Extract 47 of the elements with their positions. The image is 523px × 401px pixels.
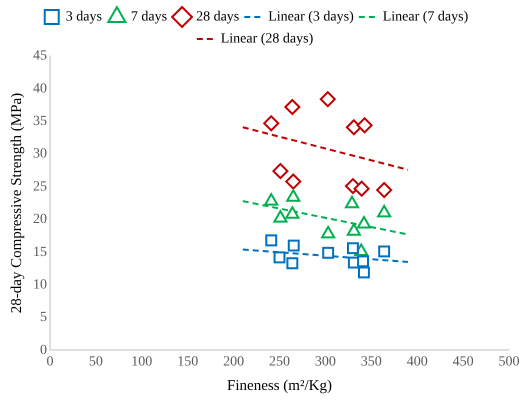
x-tick-label: 50: [88, 354, 103, 370]
point: [288, 240, 300, 252]
y-tick-label: 40: [33, 81, 47, 96]
x-tick-label: 350: [360, 354, 382, 370]
point: [378, 246, 390, 258]
y-tick-label: 25: [33, 179, 47, 194]
point: [346, 119, 362, 136]
y-tick-label: 5: [40, 310, 47, 326]
point: [346, 242, 359, 254]
x-tick-label: 250: [269, 354, 290, 370]
x-tick-label: 400: [406, 354, 428, 370]
point: [263, 115, 280, 132]
x-tick-label: 450: [452, 354, 474, 370]
point: [356, 216, 372, 229]
point: [320, 91, 336, 108]
point: [286, 257, 298, 270]
y-tick-label: 30: [33, 146, 47, 162]
legend-label: Linear (28 days): [220, 32, 314, 47]
y-tick-label: 0: [40, 342, 47, 358]
point: [356, 117, 373, 134]
point: [357, 255, 369, 268]
x-tick-label: 200: [223, 354, 244, 370]
x-tick-label: 100: [131, 354, 152, 370]
point: [354, 180, 370, 197]
x-tick-label: 150: [177, 354, 198, 370]
point: [272, 163, 288, 180]
x-tick-label: 500: [498, 354, 520, 370]
point: [322, 246, 334, 259]
point: [285, 174, 302, 190]
x-tick-label: 300: [314, 354, 336, 370]
legend-label: Linear (3 days): [268, 10, 354, 25]
point: [284, 98, 300, 115]
y-axis-title: 28-day Compressive Strength (MPa): [8, 92, 25, 314]
y-tick-label: 20: [33, 212, 47, 228]
x-axis-title: Fineness (m²/Kg): [227, 378, 332, 394]
point: [274, 251, 286, 264]
point: [265, 234, 278, 246]
point: [358, 266, 370, 278]
legend-label: 28 days: [196, 10, 240, 25]
y-tick-label: 45: [33, 48, 47, 64]
y-tick-label: 15: [33, 244, 47, 260]
legend-label: 7 days: [130, 10, 168, 25]
legend-label: 3 days: [66, 10, 102, 25]
y-tick-label: 35: [33, 114, 47, 130]
legend-label: Linear (7 days): [382, 10, 469, 25]
y-tick-label: 10: [33, 277, 47, 292]
point: [376, 182, 392, 198]
